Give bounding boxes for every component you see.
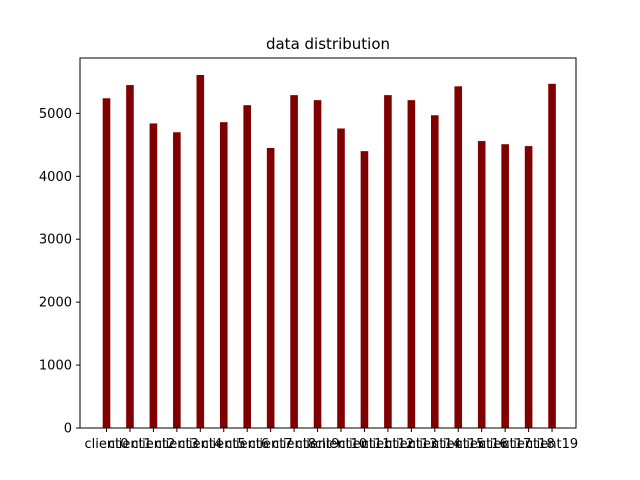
plot-frame [79,57,577,429]
y-tick-label: 5000 [39,107,72,122]
x-tick-label: client2 [131,437,175,452]
y-tick-label: 2000 [39,296,72,311]
x-tick-label: client9 [296,437,340,452]
x-tick-label: client7 [249,437,293,452]
x-tick-label: client16 [456,437,508,452]
y-tick-label: 0 [64,422,72,437]
bar-client6 [243,105,251,428]
x-tick-label: client8 [272,437,316,452]
bar-client4 [196,74,205,429]
bar-client14 [431,115,439,428]
x-tick-label: client12 [362,437,414,452]
x-tick-label: client10 [315,437,367,452]
x-tick-label: client17 [479,437,531,452]
y-axis: 0 1000 2000 3000 4000 5000 [39,107,80,437]
bar-client0 [102,98,111,429]
bar-client16 [477,141,486,428]
y-tick-label: 1000 [39,359,72,374]
bar-client18 [524,146,533,428]
bar-client2 [149,123,158,428]
x-tick-label: client3 [155,437,199,452]
x-tick-label: client1 [108,437,152,452]
bar-client11 [360,151,369,428]
x-tick-label: client18 [502,437,554,452]
bars-group [102,74,556,429]
chart-title: data distribution [266,35,390,53]
bar-client7 [266,147,275,429]
bar-client13 [407,100,416,428]
y-tick-label: 3000 [39,233,72,248]
bar-client17 [501,144,509,428]
x-tick-label: client15 [432,437,484,452]
x-tick-label: client11 [338,437,390,452]
x-tick-label: client5 [202,437,246,452]
y-tick-label: 4000 [39,170,72,185]
bar-client8 [290,95,298,428]
bar-client15 [454,86,463,428]
bar-client19 [548,83,556,429]
x-tick-label: client19 [526,437,578,452]
bar-client10 [337,128,345,429]
x-tick-label: client14 [409,437,461,452]
bar-client9 [313,100,322,428]
bar-client1 [126,85,134,428]
x-tick-label: client4 [178,437,222,452]
x-tick-label: client13 [385,437,437,452]
bar-client5 [219,122,228,429]
bar-client3 [173,132,181,428]
bar-client12 [384,95,392,428]
x-tick-label: client6 [225,437,269,452]
x-axis: client0client1client2client3client4clien… [85,428,578,452]
x-tick-label: client0 [85,437,129,452]
